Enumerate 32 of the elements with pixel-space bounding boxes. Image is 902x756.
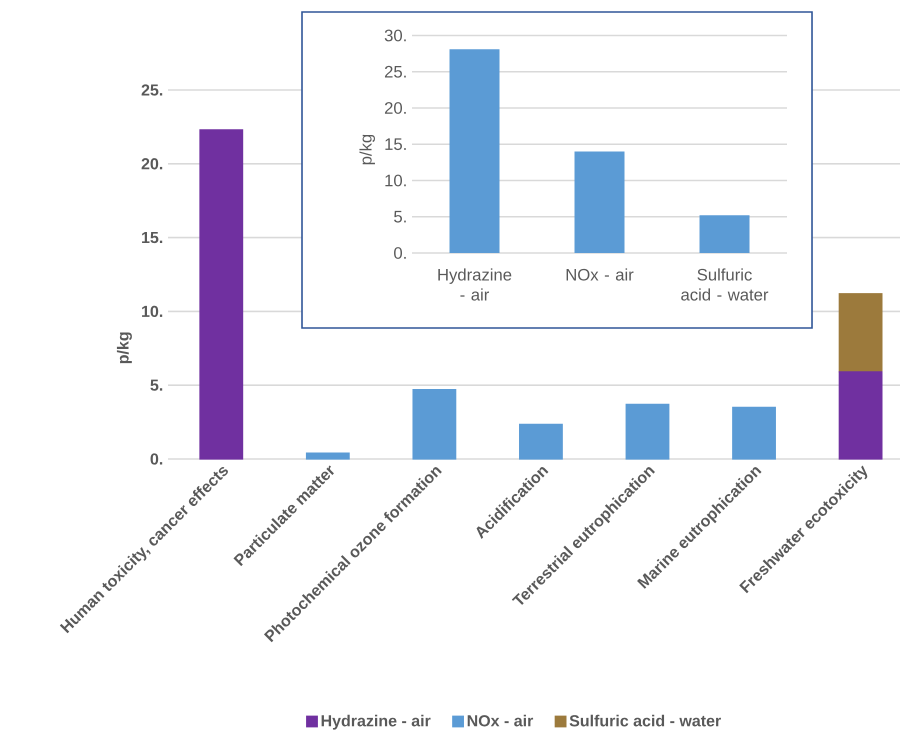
y-tick-label: 5.: [150, 380, 162, 391]
y-tick-label: 15.: [385, 138, 406, 150]
legend-label: Sulfuric acid - water: [570, 714, 721, 726]
y-tick-label: 10.: [385, 174, 406, 186]
y-tick-label: 0.: [150, 453, 162, 465]
y-tick-label: 25.: [384, 66, 406, 78]
y-tick-label: 30.: [384, 30, 406, 42]
y-tick-label: 20.: [142, 158, 162, 170]
y-tick-label: 25.: [142, 84, 162, 96]
bar: [838, 293, 883, 373]
y-tick-label: 20.: [384, 102, 406, 114]
bar: [626, 404, 670, 460]
y-tick-label: 10.: [142, 306, 162, 318]
x-tick-label: NOx - air: [566, 268, 634, 281]
y-tick-label: 0.: [394, 247, 406, 259]
y-axis-title: p/kg: [359, 134, 375, 164]
bar: [732, 406, 776, 460]
y-tick-label: 15.: [142, 232, 162, 244]
x-tick-label: Sulfuric acid - water: [681, 268, 768, 301]
bar: [450, 49, 500, 253]
legend-label: Hydrazine - air: [322, 714, 431, 730]
bar: [199, 129, 244, 460]
bar: [519, 424, 563, 460]
bar: [838, 371, 883, 460]
bar: [306, 452, 350, 460]
bar: [412, 389, 456, 460]
legend-label: NOx - air: [468, 714, 534, 726]
x-tick-label: Hydrazine - air: [438, 268, 512, 301]
bar: [574, 151, 625, 253]
y-tick-label: 5.: [394, 210, 406, 223]
bar: [700, 215, 750, 253]
y-axis-title: p/kg: [116, 332, 132, 364]
